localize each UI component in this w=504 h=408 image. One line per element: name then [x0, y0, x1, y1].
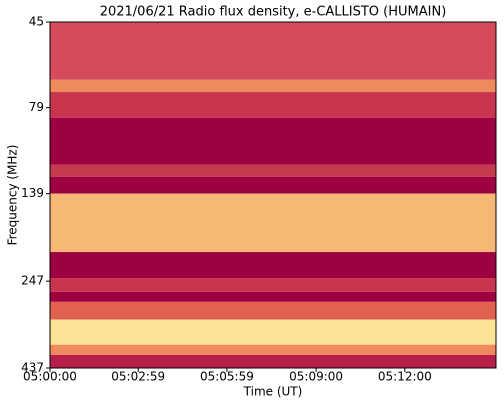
y-tick-label: 247	[21, 274, 44, 288]
y-tick-label: 437	[21, 361, 44, 375]
x-tick-label: 05:00:00	[23, 370, 77, 384]
frequency-band	[50, 252, 496, 279]
plot-frame	[49, 21, 497, 369]
frequency-band	[50, 344, 496, 355]
plot-area	[50, 22, 496, 368]
y-axis-label: Frequency (MHz)	[6, 145, 20, 246]
x-tick-label: 05:05:59	[200, 370, 254, 384]
y-tick-label: 45	[29, 15, 44, 29]
frequency-band	[50, 22, 496, 80]
y-tick-label: 79	[29, 100, 44, 114]
frequency-band	[50, 164, 496, 177]
x-tick-label: 05:02:59	[111, 370, 165, 384]
y-tick-label: 139	[21, 186, 44, 200]
x-tick-label: 05:12:00	[378, 370, 432, 384]
chart-title: 2021/06/21 Radio flux density, e-CALLIST…	[100, 5, 447, 20]
frequency-band	[50, 176, 496, 194]
frequency-band	[50, 319, 496, 345]
x-axis-label: Time (UT)	[243, 385, 303, 399]
frequency-band	[50, 92, 496, 118]
frequency-band	[50, 79, 496, 93]
frequency-band	[50, 291, 496, 302]
frequency-band	[50, 278, 496, 292]
frequency-band	[50, 117, 496, 165]
frequency-band	[50, 193, 496, 253]
x-tick-label: 05:09:00	[289, 370, 343, 384]
frequency-band	[50, 354, 496, 368]
frequency-band	[50, 301, 496, 320]
